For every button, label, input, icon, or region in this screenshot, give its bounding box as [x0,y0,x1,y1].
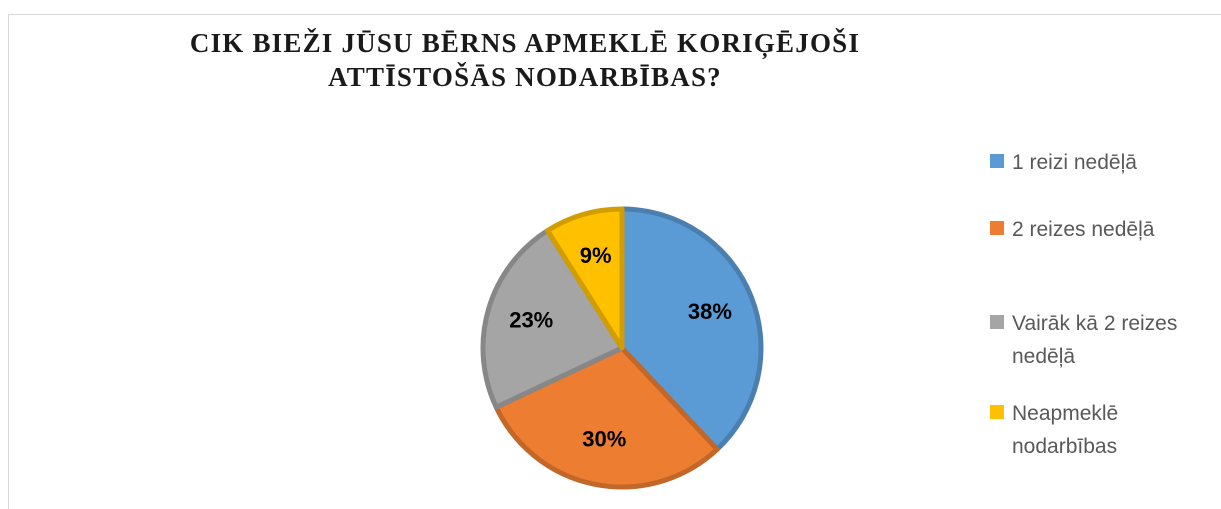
chart-title: CIK BIEŽI JŪSU BĒRNS APMEKLĒ KORIĢĒJOŠI … [189,28,861,92]
legend-swatch [990,154,1004,168]
legend-entry: Vairāk kā 2 reizes nedēļā [990,307,1210,373]
legend-entry: 1 reizi nedēļā [990,146,1210,179]
data-label: 30% [582,427,626,452]
pie-slice [480,228,625,410]
data-label: 9% [580,243,612,268]
data-label: 23% [509,307,553,332]
legend-label: 2 reizes nedēļā [1012,218,1155,241]
legend-entry: Neapmeklē nodarbības [990,397,1210,463]
pie-slice [619,206,764,452]
chart-border [8,14,1221,509]
legend-swatch [990,221,1004,235]
legend-label: Neapmeklē nodarbības [1012,402,1119,458]
legend-swatch [990,315,1004,329]
legend-entry: 2 reizes nedēļā [990,213,1210,246]
data-label: 38% [688,299,732,324]
legend-label: 1 reizi nedēļā [1012,151,1137,174]
pie-slice [545,206,625,351]
legend-swatch [990,405,1004,419]
legend-label: Vairāk kā 2 reizes nedēļā [1012,312,1178,368]
